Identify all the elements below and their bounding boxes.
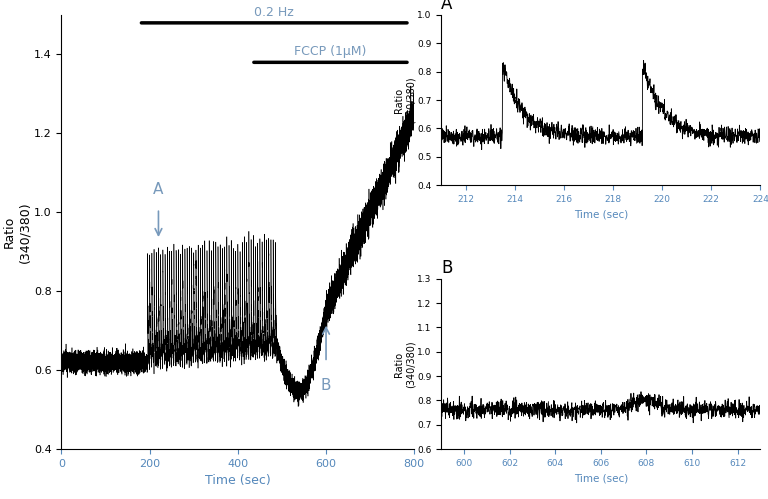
Y-axis label: Ratio
(340/380): Ratio (340/380) — [3, 201, 31, 263]
Text: A: A — [154, 182, 164, 197]
Y-axis label: Ratio
(340/380): Ratio (340/380) — [394, 76, 415, 124]
Text: B: B — [441, 259, 452, 277]
X-axis label: Time (sec): Time (sec) — [574, 210, 628, 220]
Y-axis label: Ratio
(340/380): Ratio (340/380) — [394, 340, 415, 388]
Text: FCCP (1μM): FCCP (1μM) — [294, 45, 366, 58]
X-axis label: Time (sec): Time (sec) — [574, 474, 628, 484]
Text: B: B — [321, 378, 331, 393]
X-axis label: Time (sec): Time (sec) — [205, 475, 270, 488]
Text: A: A — [441, 0, 452, 13]
Text: 0.2 Hz: 0.2 Hz — [254, 6, 294, 19]
